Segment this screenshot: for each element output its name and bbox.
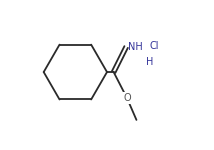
Text: O: O [123, 93, 131, 103]
Text: NH: NH [128, 42, 142, 52]
Text: H: H [146, 57, 153, 67]
Text: Cl: Cl [149, 40, 159, 51]
